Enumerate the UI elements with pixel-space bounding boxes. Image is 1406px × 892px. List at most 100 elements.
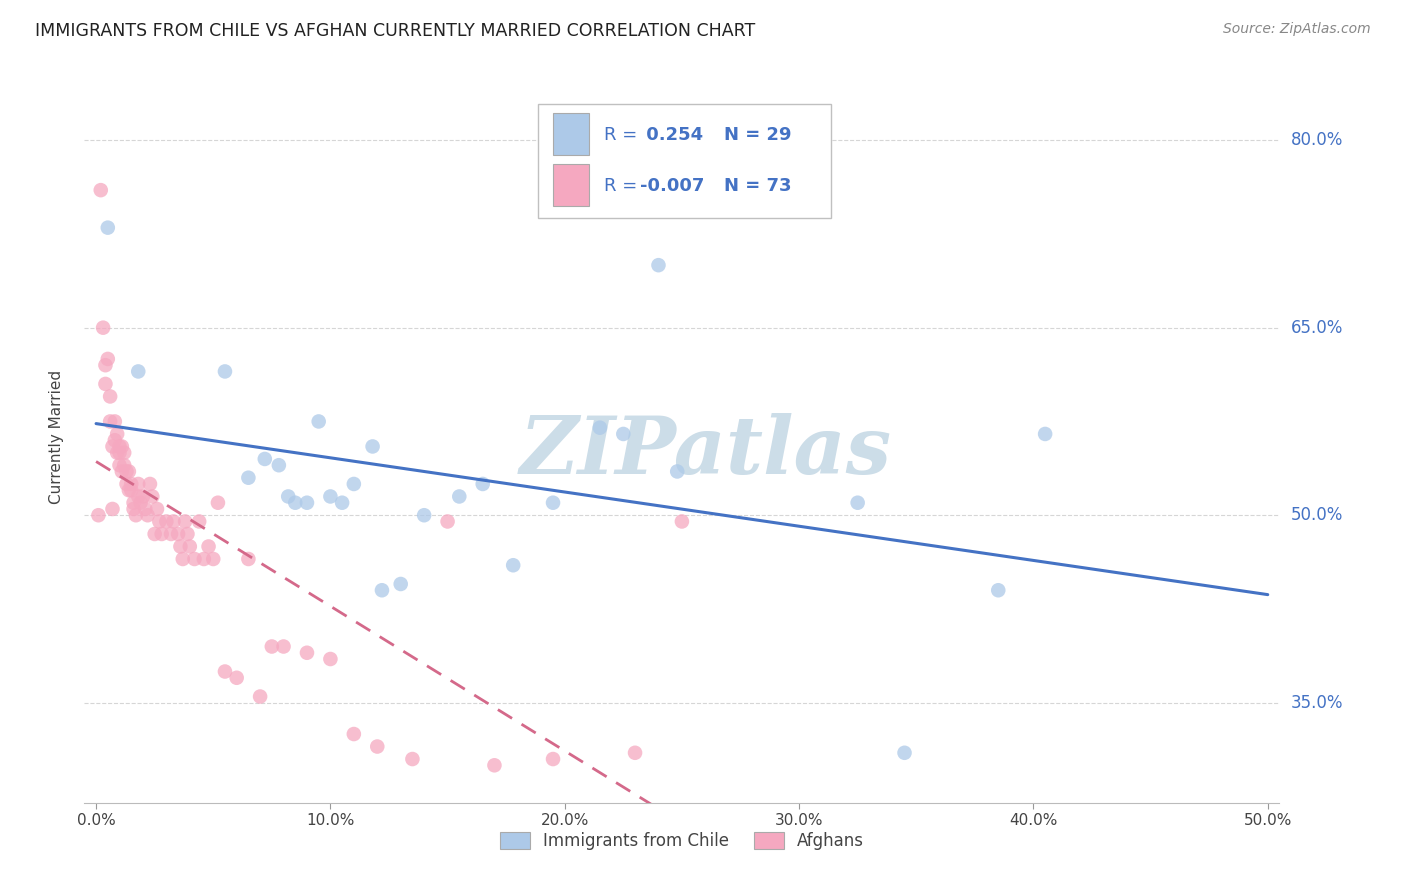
Point	[104, 414, 127, 428]
Point	[115, 477, 138, 491]
Point	[132, 490, 155, 504]
Point	[111, 465, 134, 479]
FancyBboxPatch shape	[553, 113, 589, 155]
Point	[330, 496, 353, 510]
Point	[225, 671, 247, 685]
Point	[371, 583, 394, 598]
Point	[343, 477, 366, 491]
Point	[260, 640, 283, 654]
Text: 65.0%: 65.0%	[1291, 318, 1343, 336]
Point	[238, 552, 260, 566]
Point	[273, 640, 295, 654]
Point	[104, 434, 127, 448]
Point	[112, 446, 135, 460]
Point	[197, 540, 219, 554]
Point	[90, 183, 112, 197]
Point	[253, 452, 276, 467]
Point	[541, 752, 564, 766]
Point	[115, 465, 138, 479]
Point	[122, 496, 145, 510]
Point	[101, 502, 124, 516]
Point	[127, 477, 149, 491]
Point	[134, 502, 156, 516]
Point	[122, 502, 145, 516]
Point	[666, 465, 689, 479]
Point	[647, 258, 669, 272]
Point	[146, 502, 169, 516]
Point	[112, 458, 135, 473]
Point	[174, 515, 197, 529]
Point	[267, 458, 290, 473]
Text: ZIPatlas: ZIPatlas	[520, 413, 891, 491]
Point	[108, 440, 131, 454]
Point	[148, 515, 170, 529]
Point	[295, 646, 318, 660]
Text: 35.0%: 35.0%	[1291, 694, 1343, 712]
Point	[167, 527, 190, 541]
Point	[319, 652, 342, 666]
Point	[176, 527, 198, 541]
Point	[389, 577, 412, 591]
Text: -0.007: -0.007	[640, 177, 704, 195]
Point	[150, 527, 173, 541]
Point	[183, 552, 205, 566]
Point	[1033, 426, 1056, 441]
Point	[436, 515, 458, 529]
Point	[120, 477, 142, 491]
Point	[188, 515, 211, 529]
Point	[238, 471, 260, 485]
Point	[366, 739, 388, 754]
Point	[207, 496, 229, 510]
Point	[361, 440, 384, 454]
Point	[214, 665, 236, 679]
Point	[401, 752, 423, 766]
Point	[160, 527, 183, 541]
Point	[172, 552, 194, 566]
Point	[484, 758, 506, 772]
Point	[101, 440, 124, 454]
Point	[120, 483, 142, 498]
Point	[98, 414, 121, 428]
Point	[295, 496, 318, 510]
Point	[97, 220, 120, 235]
Point	[343, 727, 366, 741]
Text: Source: ZipAtlas.com: Source: ZipAtlas.com	[1223, 22, 1371, 37]
Point	[214, 364, 236, 378]
Point	[118, 465, 141, 479]
Point	[129, 496, 152, 510]
Point	[127, 490, 149, 504]
Point	[162, 515, 184, 529]
Point	[87, 508, 110, 523]
FancyBboxPatch shape	[538, 104, 831, 218]
Point	[893, 746, 915, 760]
Point	[118, 483, 141, 498]
Point	[277, 490, 299, 504]
Point	[94, 376, 117, 391]
Point	[624, 746, 647, 760]
Point	[98, 389, 121, 403]
Point	[193, 552, 215, 566]
Text: 50.0%: 50.0%	[1291, 507, 1343, 524]
FancyBboxPatch shape	[553, 164, 589, 206]
Text: IMMIGRANTS FROM CHILE VS AFGHAN CURRENTLY MARRIED CORRELATION CHART: IMMIGRANTS FROM CHILE VS AFGHAN CURRENTL…	[35, 22, 755, 40]
Point	[249, 690, 271, 704]
Point	[319, 490, 342, 504]
Point	[671, 515, 693, 529]
Point	[987, 583, 1010, 598]
Point	[449, 490, 471, 504]
Text: 80.0%: 80.0%	[1291, 131, 1343, 149]
Point	[308, 414, 330, 428]
Point	[846, 496, 869, 510]
Point	[284, 496, 307, 510]
Text: N = 73: N = 73	[724, 177, 792, 195]
Point	[141, 490, 163, 504]
Text: R =: R =	[605, 177, 637, 195]
Point	[105, 426, 128, 441]
Point	[105, 446, 128, 460]
Y-axis label: Currently Married: Currently Married	[49, 370, 63, 504]
Point	[127, 364, 149, 378]
Point	[502, 558, 524, 573]
Point	[471, 477, 494, 491]
Point	[202, 552, 225, 566]
Legend: Immigrants from Chile, Afghans: Immigrants from Chile, Afghans	[494, 825, 870, 856]
